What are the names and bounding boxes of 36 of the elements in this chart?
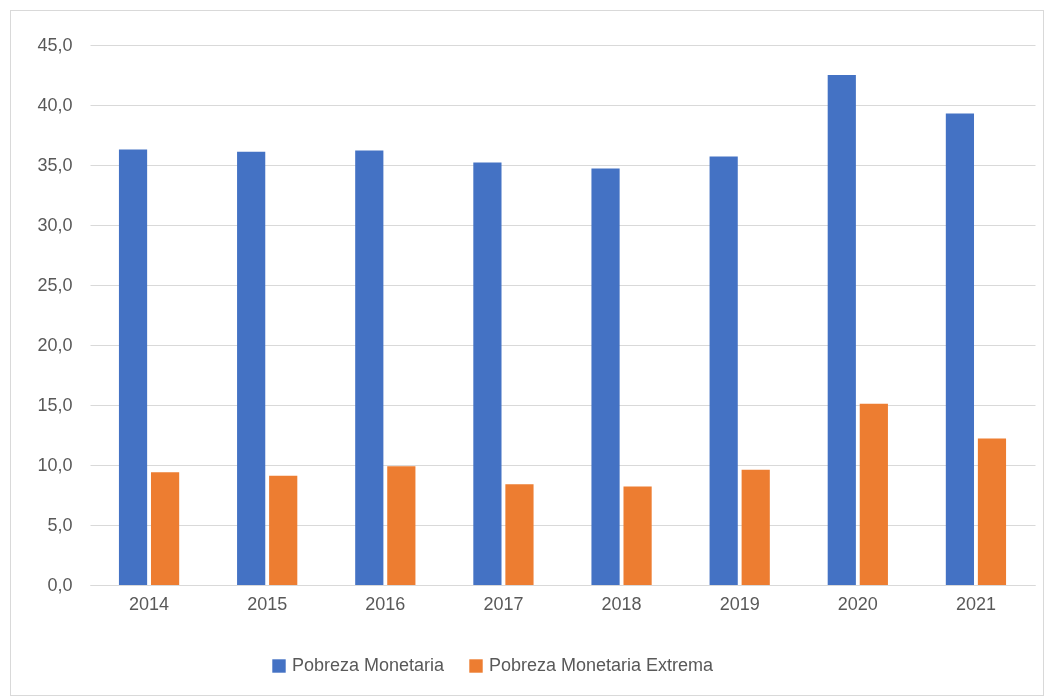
x-tick-label: 2020 — [837, 593, 878, 614]
x-tick-label: 2018 — [601, 593, 642, 614]
y-tick-label: 40,0 — [37, 94, 73, 115]
bar — [591, 168, 620, 585]
y-tick-label: 45,0 — [37, 34, 73, 55]
x-tick-label: 2014 — [129, 593, 170, 614]
y-tick-label: 35,0 — [37, 154, 73, 175]
bar — [150, 472, 180, 585]
bar — [473, 162, 502, 585]
bar — [741, 469, 770, 585]
x-tick-label: 2016 — [365, 593, 406, 614]
y-tick-label: 25,0 — [37, 274, 73, 295]
legend-label: Pobreza Monetaria — [292, 655, 446, 675]
y-tick-label: 5,0 — [47, 514, 73, 535]
bar — [237, 151, 266, 585]
bar — [269, 475, 298, 585]
bar — [355, 150, 384, 585]
y-tick-label: 10,0 — [37, 454, 73, 475]
bar — [623, 486, 652, 585]
bar — [859, 403, 888, 585]
bar — [118, 149, 148, 585]
bar — [827, 75, 856, 585]
x-tick-label: 2019 — [719, 593, 760, 614]
y-tick-label: 20,0 — [37, 334, 73, 355]
x-tick-label: 2015 — [247, 593, 288, 614]
legend-label: Pobreza Monetaria Extrema — [489, 655, 715, 675]
bar — [977, 438, 1007, 585]
bar — [387, 466, 416, 585]
bar — [505, 484, 534, 585]
bar — [709, 156, 738, 585]
y-tick-label: 30,0 — [37, 214, 73, 235]
y-tick-label: 0,0 — [47, 574, 73, 595]
y-tick-label: 15,0 — [37, 394, 73, 415]
bar — [945, 113, 975, 585]
x-tick-label: 2021 — [955, 593, 996, 614]
x-tick-label: 2017 — [483, 593, 524, 614]
